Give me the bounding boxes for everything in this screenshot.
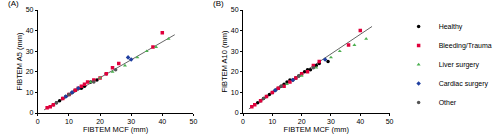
- svg-text:10: 10: [231, 89, 239, 96]
- svg-text:Bleeding/Trauma: Bleeding/Trauma: [439, 42, 492, 50]
- svg-text:20: 20: [298, 118, 306, 125]
- svg-text:0: 0: [36, 118, 40, 125]
- svg-text:Cardiac surgery: Cardiac surgery: [439, 80, 489, 88]
- svg-text:50: 50: [386, 118, 394, 125]
- svg-text:10: 10: [268, 118, 276, 125]
- svg-text:20: 20: [26, 68, 34, 75]
- svg-text:40: 40: [26, 27, 34, 34]
- svg-text:30: 30: [231, 48, 239, 55]
- svg-text:50: 50: [231, 6, 239, 13]
- svg-text:Other: Other: [439, 99, 457, 106]
- svg-text:20: 20: [231, 68, 239, 75]
- svg-text:40: 40: [231, 27, 239, 34]
- svg-text:40: 40: [356, 118, 364, 125]
- svg-text:FIBTEM MCF (mm): FIBTEM MCF (mm): [83, 125, 149, 134]
- svg-text:50: 50: [26, 6, 34, 13]
- svg-text:10: 10: [65, 118, 73, 125]
- svg-text:FIBTEM A5 (mm): FIBTEM A5 (mm): [15, 32, 24, 90]
- svg-text:0: 0: [241, 118, 245, 125]
- svg-text:Liver surgery: Liver surgery: [439, 61, 480, 69]
- svg-text:50: 50: [190, 118, 198, 125]
- svg-text:0: 0: [30, 109, 34, 116]
- svg-text:10: 10: [26, 89, 34, 96]
- svg-text:30: 30: [327, 118, 335, 125]
- svg-text:Healthy: Healthy: [439, 23, 463, 31]
- svg-text:FIBTEM MCF (mm): FIBTEM MCF (mm): [284, 125, 350, 134]
- svg-text:(A): (A): [8, 0, 19, 8]
- svg-text:30: 30: [127, 118, 135, 125]
- svg-text:FIBTEM A10 (mm): FIBTEM A10 (mm): [220, 30, 229, 93]
- svg-text:20: 20: [96, 118, 104, 125]
- svg-text:0: 0: [235, 109, 239, 116]
- svg-text:40: 40: [158, 118, 166, 125]
- svg-text:(B): (B): [213, 0, 224, 8]
- svg-text:30: 30: [26, 48, 34, 55]
